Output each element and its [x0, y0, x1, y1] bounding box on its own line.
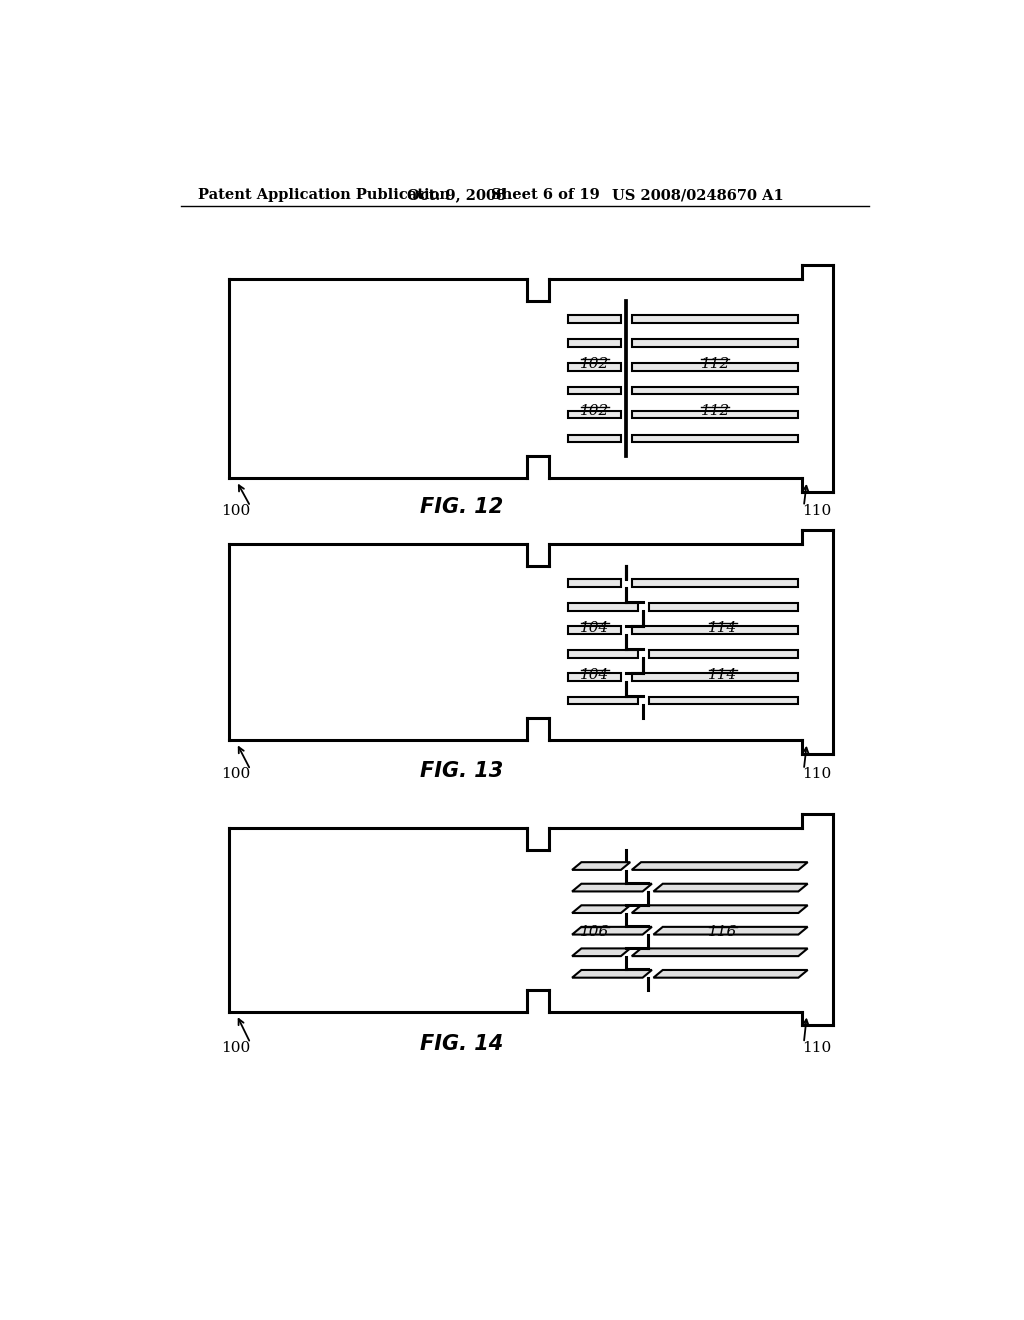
Text: FIG. 12: FIG. 12 [420, 498, 503, 517]
Bar [568, 363, 621, 371]
Bar [632, 411, 799, 418]
Polygon shape [632, 906, 808, 913]
Text: 100: 100 [221, 504, 251, 517]
Text: 102: 102 [580, 356, 609, 371]
Bar [568, 697, 638, 705]
Bar [632, 627, 799, 634]
Polygon shape [572, 927, 652, 935]
Text: 112: 112 [700, 404, 730, 418]
Bar [649, 649, 799, 657]
Polygon shape [653, 970, 808, 978]
Text: 110: 110 [802, 767, 831, 781]
Bar [568, 339, 621, 347]
Polygon shape [572, 948, 630, 956]
Polygon shape [632, 948, 808, 956]
Bar [568, 387, 621, 395]
Text: 112: 112 [700, 356, 730, 371]
Bar [568, 411, 621, 418]
Bar [632, 315, 799, 322]
Polygon shape [632, 862, 808, 870]
Bar [568, 603, 638, 611]
Text: 114: 114 [709, 668, 737, 681]
Text: 100: 100 [221, 1040, 251, 1055]
Bar [649, 697, 799, 705]
Bar [632, 363, 799, 371]
Text: Patent Application Publication: Patent Application Publication [198, 189, 450, 202]
Text: FIG. 13: FIG. 13 [420, 760, 503, 780]
Polygon shape [572, 862, 630, 870]
Bar [568, 434, 621, 442]
Polygon shape [572, 884, 652, 891]
Text: FIG. 14: FIG. 14 [420, 1034, 503, 1053]
Text: 104: 104 [580, 620, 609, 635]
Bar [632, 434, 799, 442]
Text: 116: 116 [709, 924, 737, 939]
Text: 110: 110 [802, 504, 831, 517]
Text: 110: 110 [802, 1040, 831, 1055]
Bar [568, 579, 621, 587]
Polygon shape [653, 884, 808, 891]
Polygon shape [572, 970, 652, 978]
Text: 114: 114 [709, 620, 737, 635]
Text: Oct. 9, 2008: Oct. 9, 2008 [407, 189, 506, 202]
Bar [568, 315, 621, 322]
Text: US 2008/0248670 A1: US 2008/0248670 A1 [611, 189, 783, 202]
Bar [632, 673, 799, 681]
Bar [568, 627, 621, 634]
Bar [568, 673, 621, 681]
Text: Sheet 6 of 19: Sheet 6 of 19 [490, 189, 599, 202]
Bar [568, 649, 638, 657]
Polygon shape [653, 927, 808, 935]
Polygon shape [572, 906, 630, 913]
Bar [632, 387, 799, 395]
Text: 106: 106 [580, 924, 609, 939]
Bar [632, 579, 799, 587]
Text: 100: 100 [221, 767, 251, 781]
Bar [649, 603, 799, 611]
Text: 104: 104 [580, 668, 609, 681]
Text: 102: 102 [580, 404, 609, 418]
Bar [632, 339, 799, 347]
